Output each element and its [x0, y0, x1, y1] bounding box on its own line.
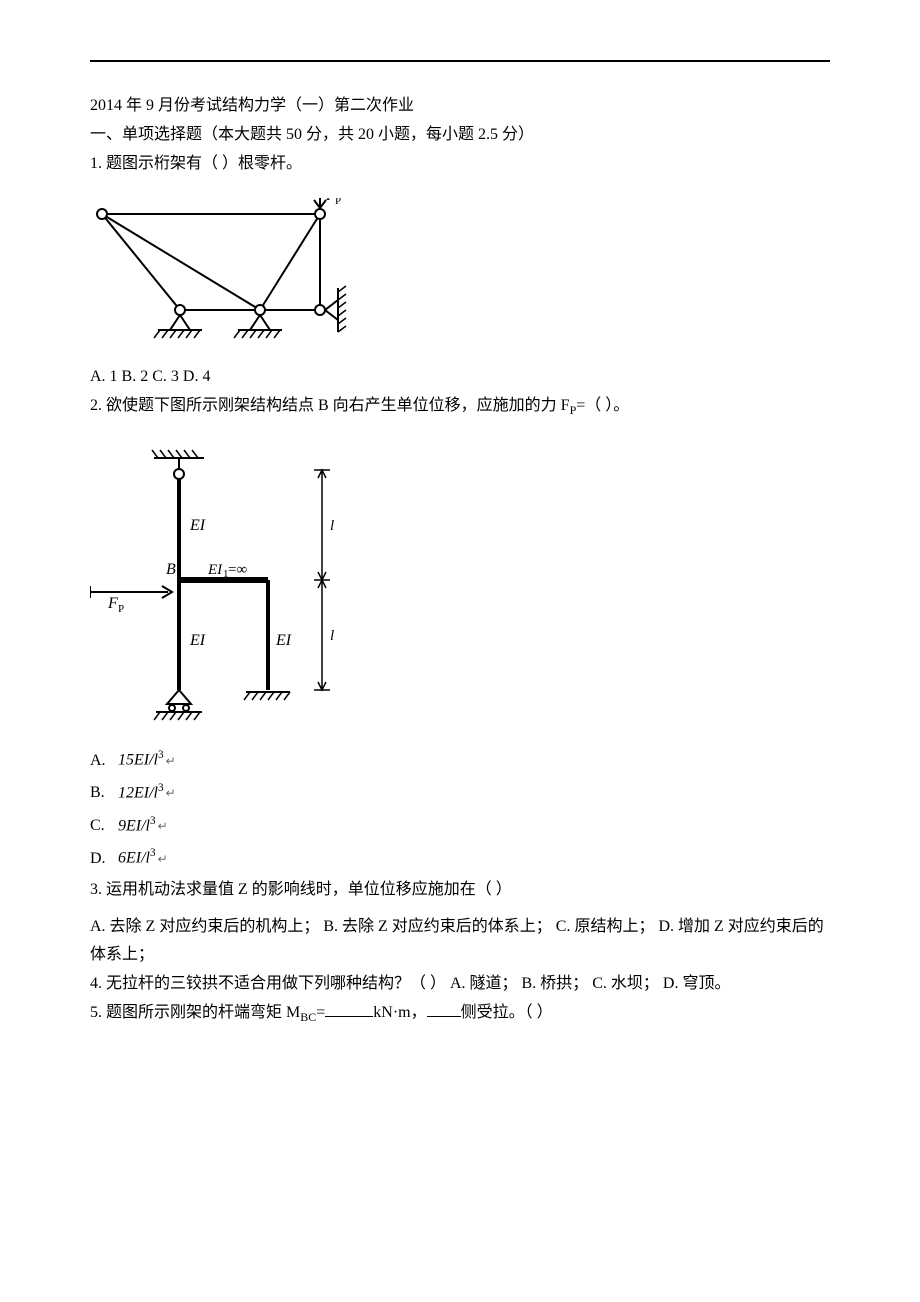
q2-opt-d-math: 6EI/l3↵: [118, 843, 168, 874]
q4-num: 4.: [90, 975, 102, 992]
q5-stem: 5. 题图所示刚架的杆端弯矩 MBC= kN·m， 侧受拉。（ ）: [90, 999, 830, 1028]
q2-opt-c-math: 9EI/l3↵: [118, 811, 168, 842]
q1-text: 题图示桁架有（ ）根零杆。: [106, 155, 302, 172]
q5-text-d: 侧受拉。（ ）: [461, 1004, 553, 1021]
q2-opt-b-label: B.: [90, 778, 118, 808]
q5-text-b: =: [316, 1004, 325, 1021]
q2-num: 2.: [90, 397, 102, 414]
q2-text: 欲使题下图所示刚架结构结点 B 向右产生单位位移，应施加的力 F: [106, 397, 570, 414]
svg-text:EI: EI: [189, 632, 206, 649]
svg-text:EI: EI: [275, 632, 292, 649]
q4-text: 无拉杆的三铰拱不适合用做下列哪种结构？（ ） A. 隧道； B. 桥拱； C. …: [106, 975, 730, 992]
q2-opt-c-label: C.: [90, 811, 118, 841]
q3-options: A. 去除 Z 对应约束后的机构上； B. 去除 Z 对应约束后的体系上； C.…: [90, 913, 830, 967]
section-title: 一、单项选择题（本大题共 50 分，共 20 小题，每小题 2.5 分）: [90, 121, 830, 148]
svg-text:P: P: [118, 603, 124, 615]
q2-opt-a-math: 15EI/l3↵: [118, 745, 176, 776]
q2-tail: =（ ）。: [576, 397, 629, 414]
svg-text:l: l: [330, 518, 334, 534]
q2-opt-d: D. 6EI/l3↵: [90, 843, 830, 874]
q1-num: 1.: [90, 155, 102, 172]
q3-num: 3.: [90, 881, 102, 898]
q5-text-a: 题图所示刚架的杆端弯矩 M: [106, 1004, 300, 1021]
q2-figure: EI B EI 1 =∞ F P EI EI l l: [90, 440, 830, 735]
svg-text:l: l: [330, 628, 334, 644]
q2-opt-b: B. 12EI/l3↵: [90, 778, 830, 809]
svg-text:EI: EI: [207, 562, 223, 578]
q2-opt-d-label: D.: [90, 844, 118, 874]
q2-opt-a-label: A.: [90, 746, 118, 776]
svg-text:P: P: [335, 198, 341, 207]
q1-stem: 1. 题图示桁架有（ ）根零杆。: [90, 150, 830, 177]
q2-opt-b-math: 12EI/l3↵: [118, 778, 176, 809]
q4-stem: 4. 无拉杆的三铰拱不适合用做下列哪种结构？（ ） A. 隧道； B. 桥拱； …: [90, 970, 830, 997]
q3-stem: 3. 运用机动法求量值 Z 的影响线时，单位位移应施加在（ ）: [90, 876, 830, 903]
q1-options: A. 1 B. 2 C. 3 D. 4: [90, 363, 830, 390]
q2-opt-a: A. 15EI/l3↵: [90, 745, 830, 776]
q5-blank-2: [427, 1000, 461, 1017]
svg-text:B: B: [166, 561, 176, 578]
q5-blank-1: [325, 1000, 373, 1017]
svg-text:F: F: [107, 595, 118, 612]
q5-num: 5.: [90, 1004, 102, 1021]
q2-stem: 2. 欲使题下图所示刚架结构结点 B 向右产生单位位移，应施加的力 FP=（ ）…: [90, 392, 830, 421]
q3-text: 运用机动法求量值 Z 的影响线时，单位位移应施加在（ ）: [106, 881, 512, 898]
svg-text:=∞: =∞: [228, 562, 247, 578]
exam-title: 2014 年 9 月份考试结构力学（一）第二次作业: [90, 92, 830, 119]
q1-figure: F P: [90, 198, 830, 353]
q2-opt-c: C. 9EI/l3↵: [90, 811, 830, 842]
q5-sub: BC: [300, 1010, 316, 1024]
svg-text:EI: EI: [189, 517, 206, 534]
q5-text-c: kN·m，: [373, 1004, 426, 1021]
